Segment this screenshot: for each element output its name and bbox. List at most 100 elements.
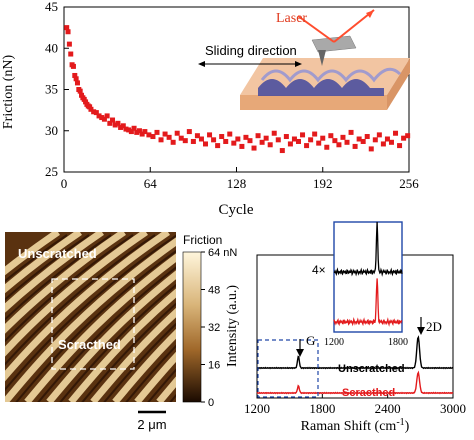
2d-peak-label: 2D xyxy=(426,319,442,334)
colorbar-tick-label: 48 xyxy=(208,285,220,297)
scatter-point xyxy=(320,135,326,141)
wave-ridges xyxy=(260,67,402,83)
scatter-point xyxy=(336,142,342,148)
scatter-point xyxy=(154,129,160,135)
scatter-point xyxy=(251,145,257,151)
scatter-point xyxy=(344,139,350,145)
afm-schematic: Laser Sliding direction xyxy=(198,9,410,110)
scatter-point xyxy=(300,132,306,138)
scatter-point xyxy=(291,136,297,142)
sliding-direction-label: Sliding direction xyxy=(205,43,297,58)
scatter-point xyxy=(64,25,70,31)
scatter-point xyxy=(142,129,148,135)
scatter-ytick-label: 25 xyxy=(45,164,58,179)
colorbar-tick-label: 32 xyxy=(208,322,220,334)
sliding-arrow-right-head xyxy=(295,61,302,67)
friction-scatter-chart: 0 64 128 192 256 25 30 35 40 45 Friction (nN) Cyc… xyxy=(1,0,419,218)
scatter-point xyxy=(136,128,142,134)
scatter-point xyxy=(215,143,221,149)
scatter-point xyxy=(295,138,301,144)
scatter-point xyxy=(107,120,113,126)
scatter-point xyxy=(73,76,79,82)
friction-map: Unscratched Scracthed 2 μm Friction 64 n… xyxy=(5,232,237,432)
map-ridge xyxy=(5,232,126,334)
scatter-point xyxy=(190,138,196,144)
wavy-graphene-surface xyxy=(258,79,384,96)
laser-arrowhead xyxy=(366,10,374,18)
scatter-point xyxy=(219,134,225,140)
scatter-point xyxy=(401,135,407,141)
map-groove xyxy=(125,344,176,402)
map-groove xyxy=(5,234,176,392)
scatter-points xyxy=(64,25,411,154)
scatter-point xyxy=(324,144,330,150)
colorbar-title: Friction xyxy=(183,233,222,247)
scatter-point xyxy=(74,80,80,86)
scatter-point xyxy=(203,141,209,147)
sliding-arrow-left-head xyxy=(198,61,205,67)
colorbar-ticks: 64 nN 48 32 16 0 xyxy=(201,247,237,409)
scatter-point xyxy=(104,113,110,119)
map-ridge xyxy=(24,253,176,402)
map-groove xyxy=(5,234,90,301)
raman-line-1 xyxy=(256,370,454,395)
scatter-point xyxy=(158,137,164,143)
scatter-point xyxy=(207,132,213,138)
map-groove xyxy=(5,234,156,366)
scatter-point xyxy=(166,134,172,140)
afm-cantilever xyxy=(311,35,357,53)
raman-inset-lines xyxy=(333,221,403,327)
scatter-point xyxy=(376,132,382,138)
scatter-point xyxy=(393,130,399,136)
colorbar-tick-label: 16 xyxy=(208,360,220,372)
scatter-point xyxy=(223,138,229,144)
scatter-point xyxy=(96,113,102,119)
raman-xtick-label: 2400 xyxy=(375,401,401,416)
scatter-point xyxy=(134,129,140,135)
map-ridge xyxy=(5,232,170,382)
scatter-point xyxy=(287,141,293,147)
scatter-point xyxy=(162,131,168,137)
raman-xtick-label: 1800 xyxy=(309,401,335,416)
scatter-xtick-label: 128 xyxy=(227,176,247,191)
scatter-point xyxy=(308,137,314,143)
scatter-point xyxy=(101,116,107,122)
scatter-point xyxy=(182,138,188,144)
scatter-point xyxy=(118,124,124,130)
scatter-point xyxy=(126,127,132,133)
g-peak-label: G xyxy=(306,333,315,348)
scatter-ticks: 0 64 128 192 256 25 30 35 40 45 xyxy=(45,0,419,191)
scatter-point xyxy=(372,137,378,143)
inset-xtick-1200: 1200 xyxy=(324,337,344,348)
scatter-point xyxy=(259,139,265,145)
map-groove xyxy=(147,368,176,402)
map-ridge xyxy=(5,232,82,294)
raman-spectrum-chart: 1200 1800 2400 3000 G 2D Unscratched Scract… xyxy=(225,221,466,435)
scatter-y-axis-label: Friction (nN) xyxy=(1,55,16,130)
scatter-point xyxy=(388,139,394,145)
map-ridge xyxy=(112,328,176,402)
scatter-point xyxy=(235,136,241,142)
raman-line-0 xyxy=(256,335,454,370)
scatter-point xyxy=(139,131,145,137)
laser-label: Laser xyxy=(276,11,307,26)
scatter-point xyxy=(340,134,346,140)
colorbar xyxy=(182,251,202,403)
map-ridge xyxy=(5,232,60,276)
scatter-point xyxy=(170,139,176,145)
colorbar-tick-label: 0 xyxy=(208,397,214,409)
raman-x-axis-label: Raman Shift (cm-1) xyxy=(301,417,410,435)
laser-beam-out xyxy=(333,9,375,43)
scatter-point xyxy=(352,143,358,149)
scatter-point xyxy=(112,122,118,128)
2d-peak-marker xyxy=(417,317,425,335)
scatter-point xyxy=(77,88,83,94)
scatter-point xyxy=(231,140,237,146)
afm-tip xyxy=(318,50,326,66)
scatter-ytick-label: 45 xyxy=(45,0,58,14)
scatter-xtick-label: 64 xyxy=(144,176,158,191)
scatter-point xyxy=(283,134,289,140)
scatter-point xyxy=(99,115,105,121)
scatter-point xyxy=(360,138,366,144)
